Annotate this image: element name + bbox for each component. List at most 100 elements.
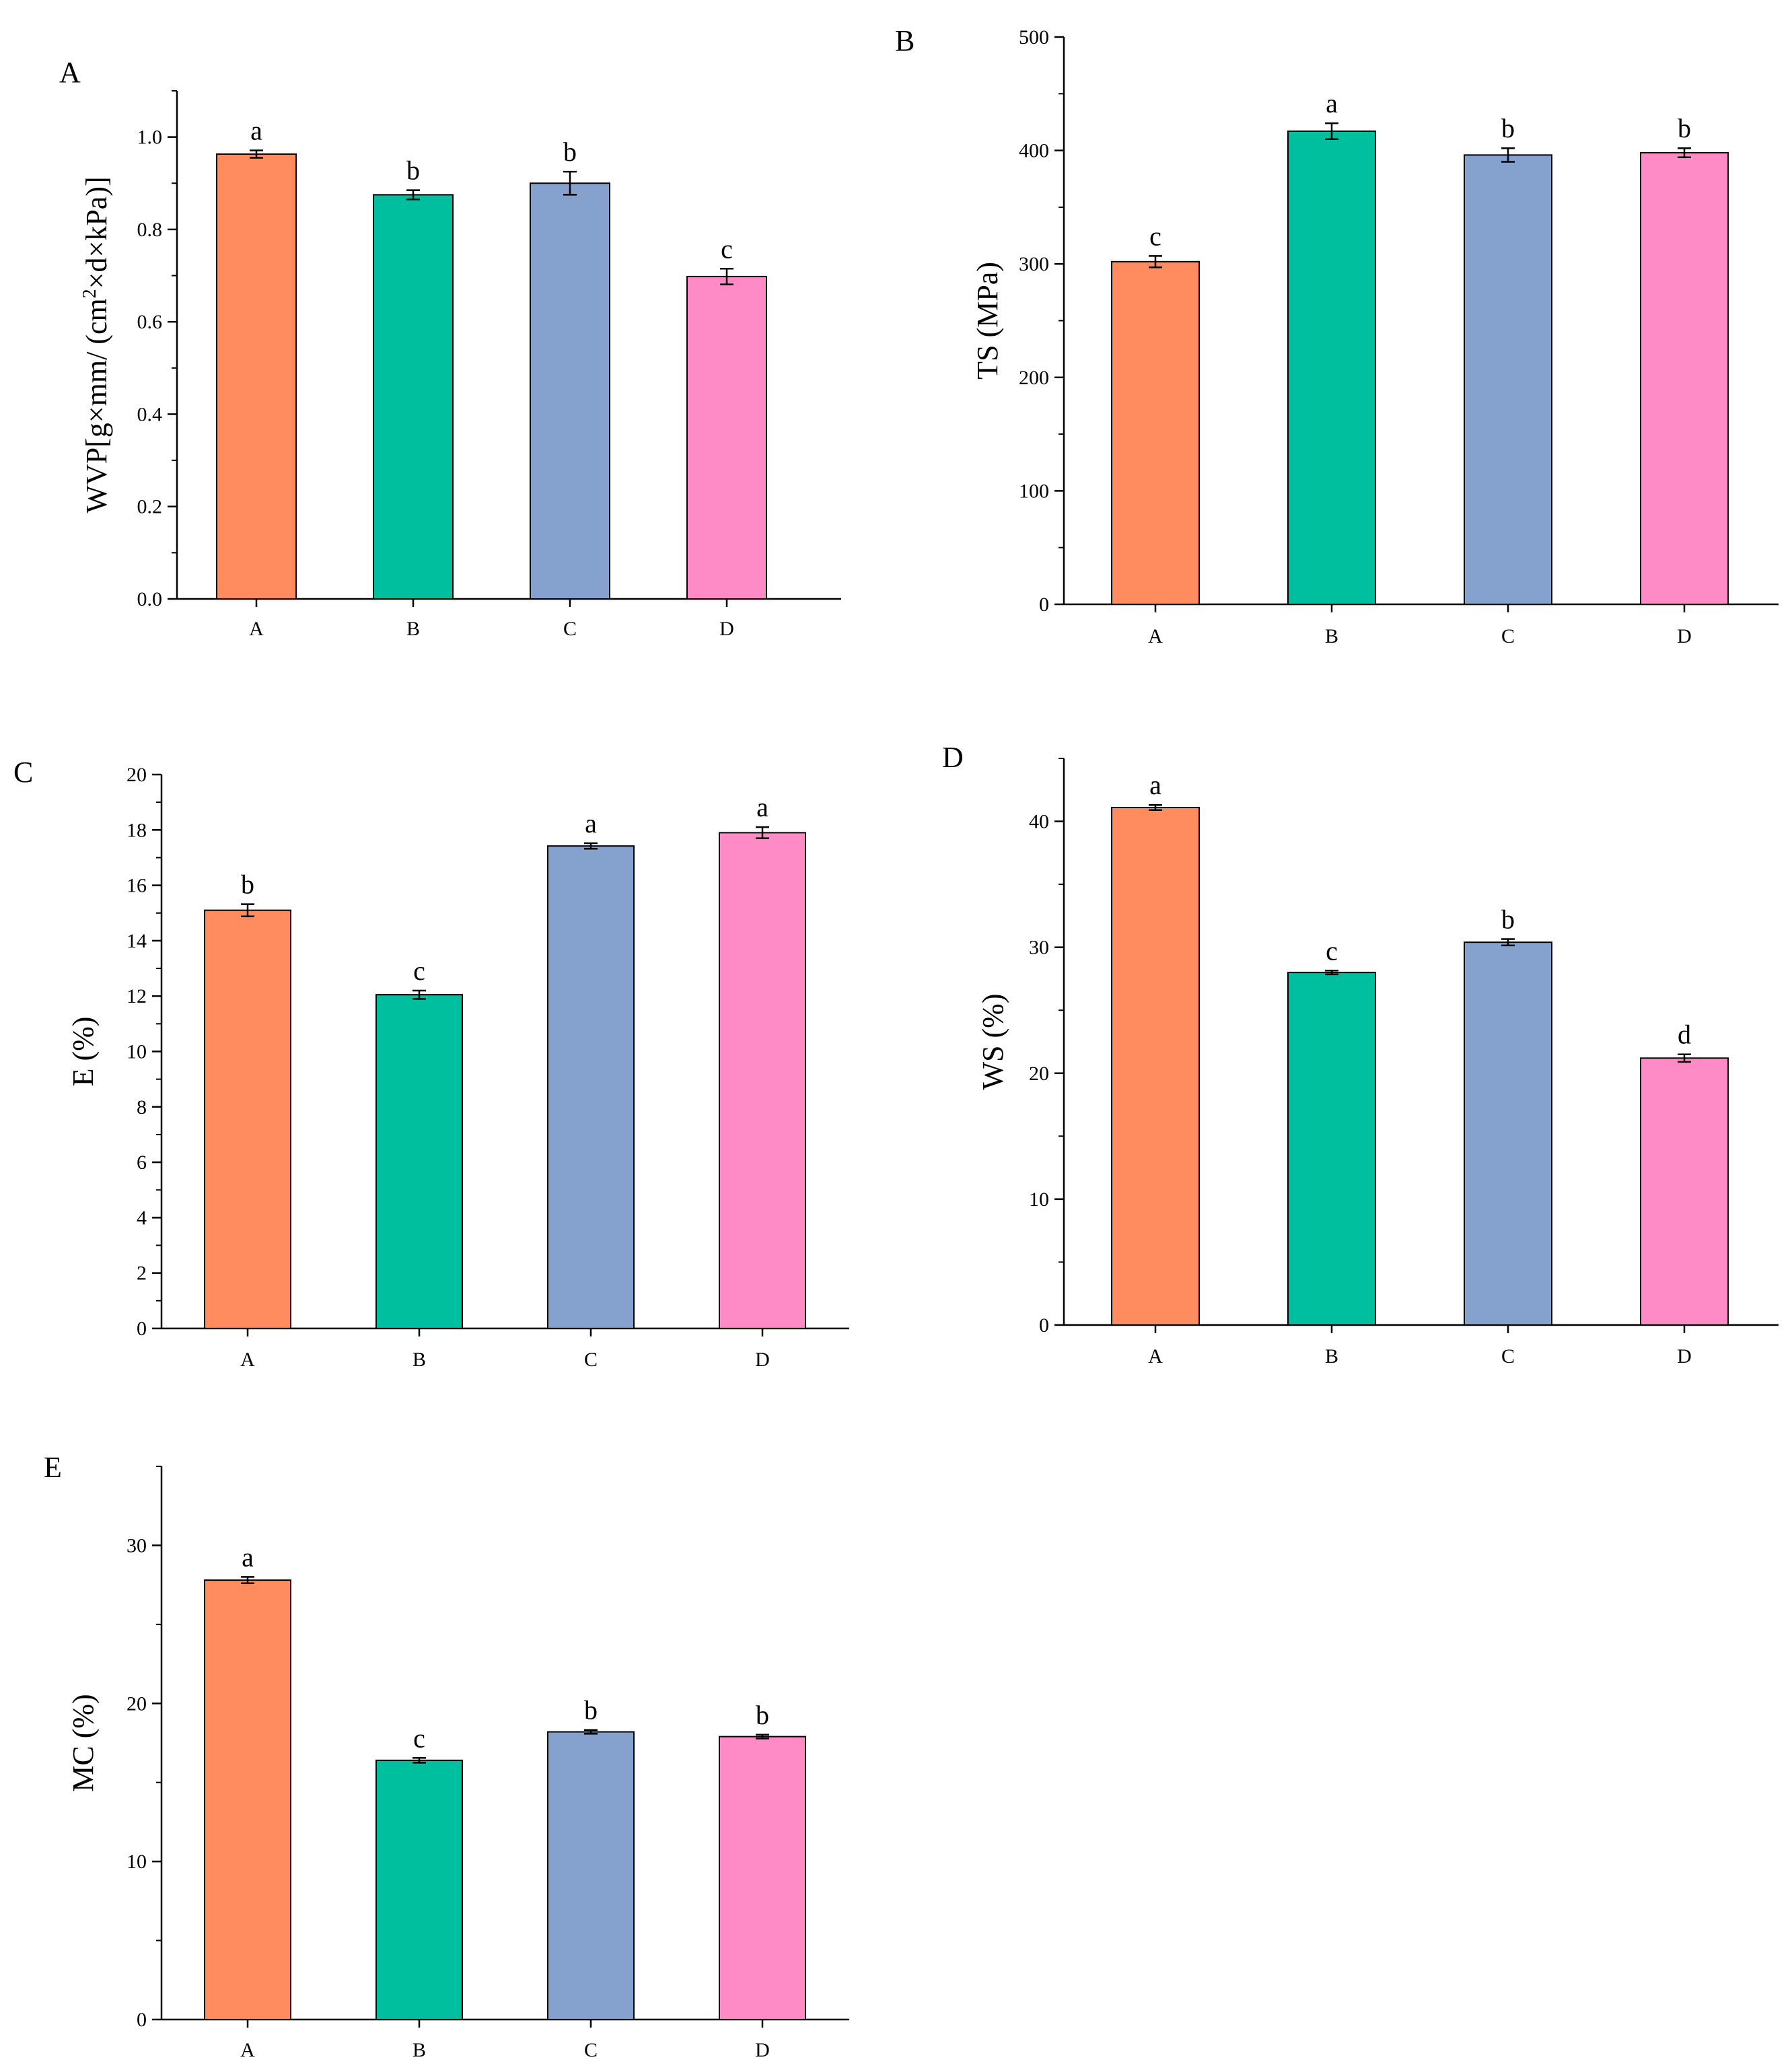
y-axis-label: WVP[g×mm/ (cm2×d×kPa)] [79,176,113,513]
bar-a [1111,806,1200,1326]
y-tick-label: 16 [127,875,147,897]
y-tick-label: 12 [127,985,147,1007]
significance-label: c [413,956,425,986]
y-tick-label: 1.0 [137,127,163,149]
panel-e: E 0 10 20 30 a Ac Bb Cb D MC (%) [44,1451,849,2061]
y-tick-label: 0.6 [137,311,163,333]
y-axis-label: E (%) [67,1017,100,1087]
x-tick-label: D [755,2039,770,2061]
y-tick-label: 0.2 [137,496,163,518]
significance-label: c [413,1723,425,1753]
x-tick-label: A [240,2039,255,2061]
y-tick-label: 0 [137,1318,147,1340]
x-tick-label: C [584,1349,598,1371]
bar-b [373,194,454,600]
significance-label: b [406,155,420,186]
y-tick-label: 0.8 [137,219,163,241]
y-tick-label: 14 [127,930,147,952]
significance-label: b [563,137,577,167]
y-tick-label: 18 [127,819,147,841]
y-tick-label: 500 [1019,26,1049,48]
x-tick-label: D [1677,625,1692,647]
y-tick-label: 0 [137,2009,147,2031]
significance-label: a [1326,88,1338,118]
bar-b [1287,130,1376,606]
y-tick-label: 10 [127,1041,147,1063]
significance-label: a [585,808,597,838]
significance-label: b [1501,113,1515,143]
bar-a [1111,260,1200,605]
y-tick-label: 100 [1019,480,1049,502]
x-tick-label: C [1501,625,1515,647]
x-tick-label: C [563,618,577,640]
significance-label: a [1149,770,1161,800]
x-tick-label: A [249,618,264,640]
bar-c [547,1731,635,2021]
bar-b [375,1759,463,2020]
x-tick-label: B [413,2039,426,2061]
panel-letter: B [895,24,915,57]
significance-label: b [1678,113,1691,143]
y-axis-label: MC (%) [67,1694,100,1791]
panel-d: D 0 10 20 30 40 a Ac Bb Cd D WS (%) [942,741,1779,1367]
bar-a [216,153,297,600]
x-tick-label: B [406,618,420,640]
x-tick-label: D [719,618,734,640]
panel-c: C 0 2 4 6 8 10 12 14 16 18 20 b Ac Ba Ca D E (%) [13,756,849,1371]
x-tick-label: A [1148,1345,1163,1367]
y-tick-label: 10 [127,1851,147,1873]
panel-b: B 0 100 200 300 400 500 c Aa Bb Cb D TS (MPa) [895,24,1779,647]
bar-d [1640,151,1729,606]
bar-d [719,1736,806,2020]
bar-d [686,275,767,600]
significance-label: a [250,116,262,146]
y-tick-label: 0 [1039,1314,1049,1336]
y-tick-label: 200 [1019,367,1049,389]
y-axis-label: TS (MPa) [971,262,1004,380]
y-axis-label: WS (%) [976,994,1009,1090]
significance-label: d [1678,1020,1691,1050]
y-tick-label: 8 [137,1096,147,1118]
x-tick-label: A [1148,625,1163,647]
x-tick-label: C [1501,1345,1515,1367]
significance-label: b [584,1695,598,1725]
x-tick-label: A [240,1349,255,1371]
panel-letter: C [13,756,33,789]
significance-label: c [1149,221,1161,251]
y-tick-label: 20 [127,1692,147,1715]
significance-label: c [721,234,733,264]
y-tick-label: 400 [1019,140,1049,162]
x-tick-label: C [584,2039,598,2061]
y-tick-label: 30 [127,1534,147,1557]
y-tick-label: 20 [1029,1063,1049,1085]
significance-label: a [756,792,768,822]
y-tick-label: 10 [1029,1188,1049,1211]
bar-a [204,909,291,1329]
y-tick-label: 6 [137,1151,147,1174]
bar-c [1464,941,1552,1326]
bar-b [375,994,463,1329]
x-tick-label: D [1677,1345,1692,1367]
x-tick-label: B [1325,625,1338,647]
bar-a [204,1579,291,2020]
y-tick-label: 0 [1039,594,1049,616]
significance-label: c [1326,935,1338,966]
y-tick-label: 40 [1029,811,1049,833]
y-tick-label: 0.0 [137,588,163,610]
panel-letter: D [942,741,964,774]
panel-letter: E [44,1451,62,1484]
y-tick-label: 0.4 [137,403,163,425]
bar-c [530,182,610,600]
significance-label: b [241,869,254,900]
bar-b [1287,972,1376,1326]
bar-d [1640,1057,1729,1326]
y-tick-label: 30 [1029,937,1049,959]
significance-label: b [756,1700,769,1730]
significance-label: a [242,1542,254,1572]
x-tick-label: D [755,1349,770,1371]
panel-letter: A [59,56,81,89]
y-tick-label: 2 [137,1262,147,1285]
y-tick-label: 4 [137,1207,147,1229]
y-tick-label: 300 [1019,253,1049,275]
